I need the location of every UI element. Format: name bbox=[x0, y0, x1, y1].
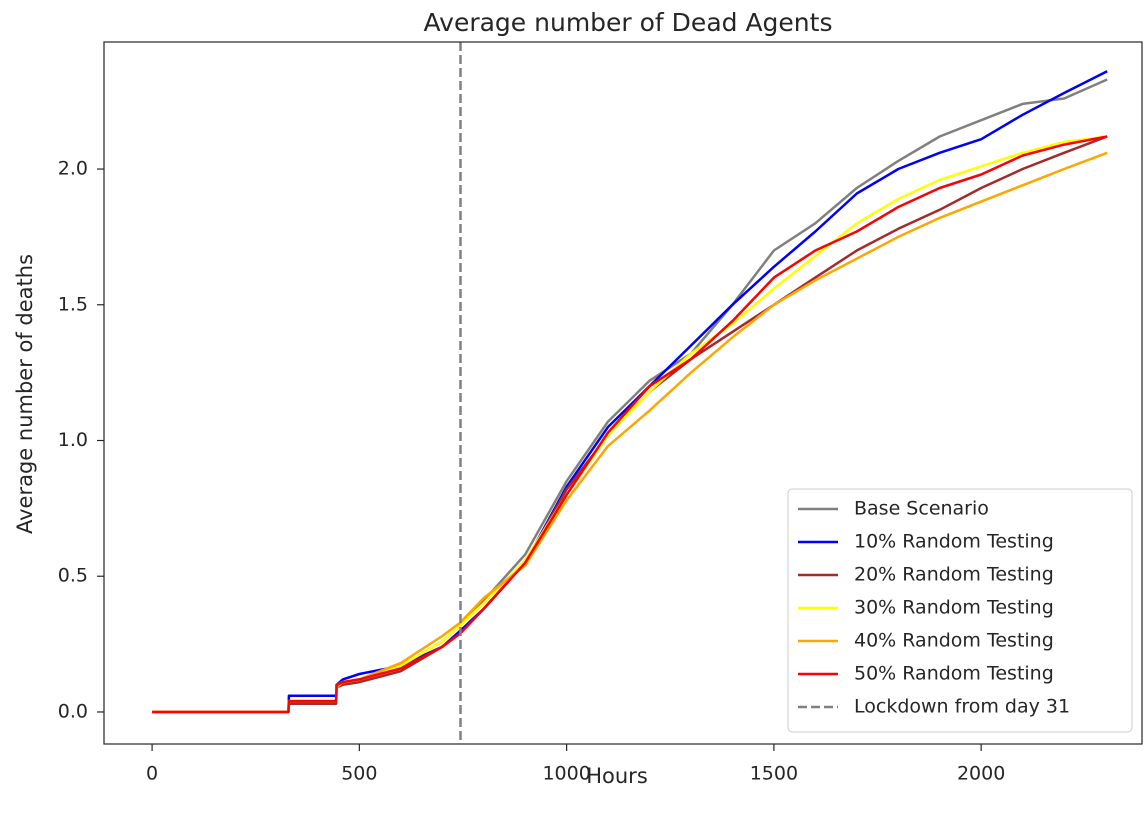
x-tick-label: 0 bbox=[146, 763, 158, 785]
y-axis-label: Average number of deaths bbox=[13, 254, 37, 534]
x-tick-label: 2000 bbox=[957, 763, 1005, 785]
y-tick-label: 0.0 bbox=[58, 700, 88, 722]
chart-title: Average number of Dead Agents bbox=[424, 8, 833, 37]
x-tick-label: 1500 bbox=[750, 763, 798, 785]
y-tick-label: 1.0 bbox=[58, 429, 88, 451]
series-line bbox=[152, 135, 1108, 714]
y-tick-label: 1.5 bbox=[58, 293, 88, 315]
legend-label: 50% Random Testing bbox=[854, 663, 1054, 685]
y-tick-label: 2.0 bbox=[58, 158, 88, 180]
y-tick-label: 0.5 bbox=[58, 565, 88, 587]
x-tick-label: 1000 bbox=[542, 763, 590, 785]
legend-label: Lockdown from day 31 bbox=[854, 696, 1070, 718]
x-tick-label: 500 bbox=[341, 763, 377, 785]
axes-frame bbox=[103, 41, 1143, 745]
legend-label: 20% Random Testing bbox=[854, 564, 1054, 586]
legend-label: 30% Random Testing bbox=[854, 597, 1054, 619]
legend-label: 10% Random Testing bbox=[854, 531, 1054, 553]
legend-label: 40% Random Testing bbox=[854, 630, 1054, 652]
legend-box bbox=[787, 488, 1133, 733]
legend-label: Base Scenario bbox=[854, 498, 989, 520]
x-axis-label: Hours bbox=[586, 764, 648, 788]
